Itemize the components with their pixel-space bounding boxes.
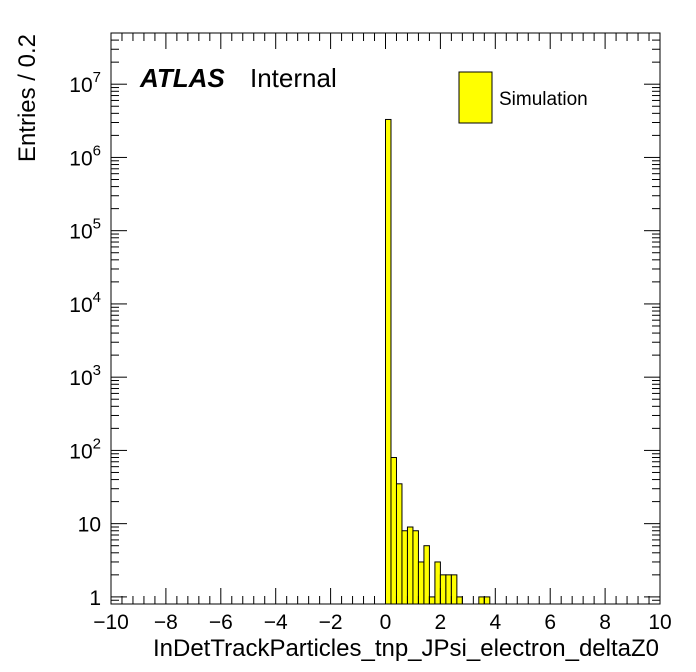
x-tick-labels: −10 −8 −6 −4 −2 0 2 4 6 8 10 [93, 611, 671, 634]
y-tick-label-exponent: 7 [93, 69, 101, 86]
histogram-bar [478, 596, 485, 605]
y-tick-label-base: 10 [69, 294, 92, 317]
x-tick-label: 8 [599, 611, 611, 634]
y-tick-label: 1 [89, 587, 101, 610]
x-tick-label: 2 [435, 611, 447, 634]
x-tick-label: 10 [648, 611, 671, 634]
plot-frame [110, 32, 661, 605]
y-tick-label: 104 [69, 289, 101, 317]
y-tick-label-exponent: 3 [93, 362, 101, 379]
x-tick-label: −8 [154, 611, 178, 634]
histogram-bar [401, 530, 408, 605]
atlas-label: ATLAS [139, 63, 225, 93]
x-tick-label: −10 [93, 611, 129, 634]
y-tick-label: 102 [69, 435, 101, 463]
x-tick-label: −6 [209, 611, 233, 634]
histogram-bar [445, 574, 452, 605]
histogram-bar [406, 526, 414, 605]
y-tick-label: 106 [69, 142, 101, 170]
y-axis-title: Entries / 0.2 [14, 34, 41, 162]
y-tick-label-base: 10 [69, 221, 92, 244]
y-tick-label-exponent: 5 [93, 216, 101, 233]
legend-swatch [458, 71, 493, 124]
histogram-bar [483, 596, 491, 605]
x-axis-title: InDetTrackParticles_tnp_JPsi_electron_de… [153, 635, 659, 662]
histogram-bar [390, 457, 397, 605]
y-tick-label: 10 [78, 514, 101, 537]
x-tick-label: 6 [544, 611, 556, 634]
y-tick-label-base: 10 [69, 74, 92, 97]
histogram-bar [439, 574, 447, 605]
histogram-bar [456, 596, 463, 605]
histogram-bar [450, 574, 458, 605]
histogram-bar [434, 561, 441, 605]
y-tick-label: 105 [69, 216, 101, 244]
y-tick-label-exponent: 4 [93, 289, 101, 306]
histogram-bar [412, 530, 419, 605]
y-tick-label: 107 [69, 69, 101, 97]
x-tick-label: −2 [319, 611, 343, 634]
histogram-bar [385, 118, 392, 605]
x-tick-label: 0 [380, 611, 392, 634]
histogram-bar [395, 483, 403, 605]
y-tick-label-base: 1 [89, 587, 101, 610]
histogram-bar [428, 596, 436, 605]
histogram-bars [385, 118, 491, 605]
legend-label-simulation: Simulation [499, 89, 588, 110]
legend: Simulation [458, 71, 588, 124]
histogram-bar [417, 561, 425, 605]
internal-label: Internal [250, 63, 337, 93]
y-tick-label-base: 10 [69, 147, 92, 170]
axis-ticks [110, 32, 661, 605]
y-tick-label-exponent: 6 [93, 142, 101, 159]
x-tick-label: 4 [489, 611, 501, 634]
y-tick-label-base: 10 [78, 514, 101, 537]
x-tick-label: −4 [264, 611, 288, 634]
y-tick-label-base: 10 [69, 440, 92, 463]
histogram-bar [423, 545, 430, 605]
y-tick-label: 103 [69, 362, 101, 390]
y-tick-label-base: 10 [69, 367, 92, 390]
y-tick-label-exponent: 2 [93, 435, 101, 452]
